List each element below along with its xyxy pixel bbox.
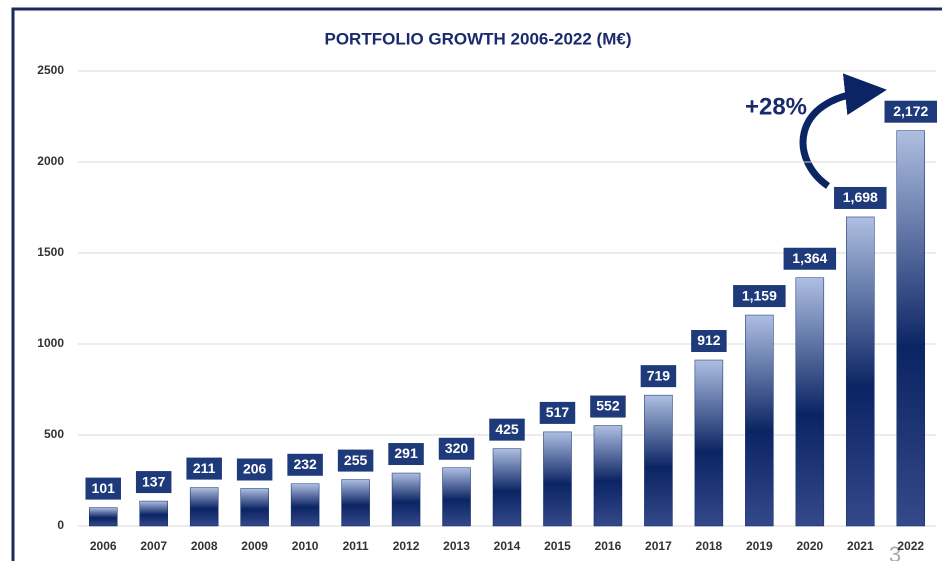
value-label: 320	[445, 440, 469, 456]
value-label: 232	[293, 456, 317, 472]
bar	[240, 488, 269, 527]
value-label-box	[236, 458, 273, 481]
value-label-box	[834, 186, 887, 209]
bar	[88, 507, 118, 527]
bar	[492, 448, 522, 527]
value-label: 206	[243, 461, 267, 477]
x-tick-label: 2007	[140, 539, 167, 553]
value-label-box	[783, 247, 837, 270]
y-tick-label: 0	[57, 518, 64, 532]
value-label-box	[590, 395, 626, 418]
bar	[644, 394, 673, 527]
value-label-box	[438, 437, 475, 460]
x-tick-label: 2009	[241, 539, 268, 553]
value-label: 552	[596, 398, 620, 414]
value-label: 2,172	[893, 103, 928, 119]
y-tick-label: 2500	[37, 63, 64, 77]
y-tick-label: 1500	[37, 245, 64, 259]
value-label-box	[388, 443, 424, 466]
x-tick-label: 2006	[90, 539, 117, 553]
value-label: 719	[647, 367, 671, 383]
bar	[896, 130, 926, 527]
bar	[290, 483, 320, 527]
x-tick-label: 2014	[494, 539, 521, 553]
bar	[694, 359, 724, 527]
value-label: 101	[92, 480, 116, 496]
bar	[189, 487, 219, 527]
bar	[745, 314, 774, 527]
value-label-box	[337, 449, 374, 472]
bar	[846, 216, 875, 527]
y-tick-label: 1000	[37, 336, 64, 350]
x-tick-label: 2010	[292, 539, 319, 553]
x-tick-label: 2022	[897, 539, 924, 553]
bar	[543, 431, 572, 527]
value-label: 291	[394, 445, 418, 461]
value-label: 1,698	[843, 189, 878, 205]
frame	[11, 7, 942, 561]
value-label-box	[489, 418, 525, 441]
y-tick-label: 2000	[37, 154, 64, 168]
chart-title: PORTFOLIO GROWTH 2006-2022 (M€)	[325, 29, 632, 48]
value-label-box	[85, 477, 121, 500]
bar	[442, 467, 471, 527]
value-label-box	[691, 330, 727, 353]
value-label: 211	[193, 460, 216, 476]
bar	[139, 500, 168, 527]
x-tick-label: 2017	[645, 539, 672, 553]
value-label: 517	[546, 404, 570, 420]
x-tick-label: 2012	[393, 539, 420, 553]
x-tick-label: 2021	[847, 539, 874, 553]
growth-arrow	[799, 73, 887, 189]
bar	[391, 472, 421, 527]
x-tick-label: 2020	[796, 539, 823, 553]
value-label: 255	[344, 452, 368, 468]
x-tick-label: 2008	[191, 539, 218, 553]
page-number: 3	[889, 542, 901, 561]
annotation: +28%	[745, 93, 807, 120]
x-tick-label: 2013	[443, 539, 470, 553]
x-tick-label: 2016	[595, 539, 622, 553]
bar	[795, 277, 825, 527]
bar	[341, 479, 370, 527]
x-tick-label: 2019	[746, 539, 773, 553]
value-label-box	[287, 453, 323, 476]
value-label-box	[539, 401, 576, 424]
bar	[593, 425, 623, 527]
value-label-box	[640, 365, 677, 388]
value-label: 425	[495, 421, 519, 437]
value-label-box	[733, 285, 786, 308]
value-label: 912	[697, 332, 721, 348]
value-label-box	[884, 100, 938, 123]
value-label-box	[135, 471, 172, 494]
x-tick-label: 2011	[343, 539, 369, 553]
value-label: 137	[142, 473, 166, 489]
value-label-box	[186, 457, 222, 480]
value-label: 1,364	[792, 250, 827, 266]
x-tick-label: 2015	[544, 539, 571, 553]
x-tick-label: 2018	[696, 539, 723, 553]
value-label: 1,159	[742, 287, 777, 303]
y-tick-label: 500	[44, 427, 64, 441]
